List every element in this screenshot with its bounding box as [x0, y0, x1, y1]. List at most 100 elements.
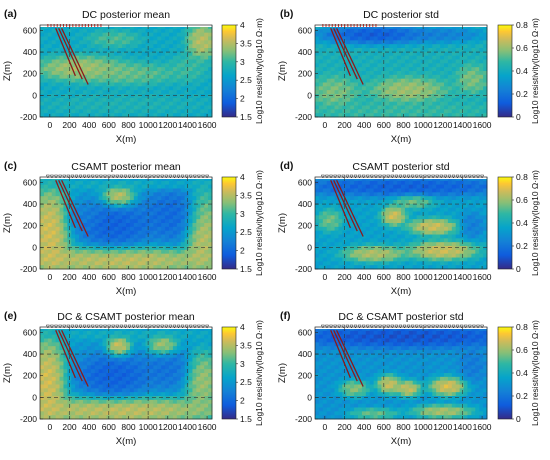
heatmap-cell	[330, 257, 335, 262]
x-tick-label: 800	[121, 120, 135, 130]
heatmap-cell	[404, 203, 410, 209]
heatmap-cell	[397, 36, 402, 41]
heatmap-cell	[133, 113, 139, 118]
heatmap-cell	[401, 200, 406, 205]
heatmap-cell	[393, 207, 398, 212]
heatmap-cell	[397, 86, 402, 91]
heatmap-cell	[106, 338, 111, 343]
heatmap-cell	[389, 184, 394, 189]
heatmap-cell	[83, 192, 88, 197]
heatmap-cell	[483, 97, 488, 103]
heatmap-cell	[459, 242, 464, 247]
heatmap-cell	[63, 388, 68, 393]
heatmap-cell	[404, 249, 410, 255]
heatmap-cell	[192, 32, 197, 37]
heatmap-cell	[365, 78, 371, 83]
heatmap-cell	[141, 215, 146, 220]
heatmap-cell	[401, 196, 406, 201]
heatmap-cell	[471, 109, 476, 114]
heatmap-cell	[412, 234, 418, 239]
heatmap-cell	[172, 184, 178, 189]
heatmap-cell	[369, 97, 375, 103]
heatmap-cell	[385, 211, 390, 216]
heatmap-cell	[188, 44, 193, 49]
heatmap-cell	[55, 44, 60, 49]
heatmap-cell	[361, 97, 367, 103]
heatmap-cell	[129, 82, 135, 87]
heatmap-cell	[479, 109, 484, 114]
heatmap-cell	[397, 188, 402, 193]
heatmap-cell	[94, 207, 100, 212]
heatmap-cell	[169, 246, 174, 251]
heatmap-cell	[176, 59, 182, 64]
heatmap-cell	[172, 109, 178, 114]
heatmap-cell	[436, 180, 441, 186]
heatmap-cell	[176, 78, 182, 83]
heatmap-cell	[483, 226, 488, 232]
heatmap-cell	[455, 246, 461, 251]
station-marker	[467, 174, 472, 179]
heatmap-cell	[63, 94, 68, 99]
heatmap-cell	[141, 28, 146, 34]
heatmap-cell	[428, 234, 433, 239]
heatmap-cell	[79, 415, 84, 420]
heatmap-cell	[47, 67, 53, 72]
heatmap-cell	[204, 25, 209, 30]
heatmap-grid	[315, 177, 488, 270]
y-tick-label: 600	[298, 177, 312, 187]
heatmap-cell	[83, 177, 88, 182]
heatmap-cell	[350, 105, 355, 110]
colorbar: 43.532.521.5 Log10 resistivity(log10 Ω·m)	[221, 18, 264, 124]
heatmap-cell	[428, 51, 433, 57]
heatmap-cell	[153, 180, 158, 186]
heatmap-cell	[350, 265, 355, 270]
heatmap-cell	[365, 59, 371, 64]
heatmap-cell	[172, 32, 178, 37]
heatmap-cell	[393, 113, 398, 118]
heatmap-cell	[322, 223, 328, 228]
heatmap-cell	[51, 40, 57, 45]
heatmap-cell	[459, 215, 464, 220]
heatmap-cell	[110, 184, 115, 189]
heatmap-cell	[63, 246, 68, 251]
heatmap-cell	[43, 180, 49, 186]
heatmap-cell	[161, 234, 166, 239]
heatmap-cell	[47, 188, 53, 193]
heatmap-cell	[393, 82, 398, 87]
colorbar-gradient	[497, 24, 513, 118]
heatmap-cell	[161, 25, 166, 30]
heatmap-cell	[75, 334, 80, 339]
heatmap-cell	[369, 265, 375, 270]
heatmap-cell	[180, 249, 186, 255]
heatmap-cell	[118, 63, 123, 68]
heatmap-cell	[98, 365, 103, 370]
heatmap-cell	[129, 200, 135, 205]
heatmap-cell	[59, 353, 64, 359]
heatmap-cell	[86, 82, 92, 87]
heatmap-cell	[180, 184, 186, 189]
heatmap-cell	[338, 230, 343, 235]
heatmap-cell	[176, 203, 182, 209]
heatmap-cell	[338, 242, 343, 247]
heatmap-cell	[47, 40, 53, 45]
heatmap-cell	[126, 101, 131, 106]
heatmap-cell	[114, 51, 119, 57]
heatmap-cell	[447, 215, 453, 220]
heatmap-cell	[180, 51, 186, 57]
heatmap-cell	[334, 211, 339, 216]
heatmap-cell	[385, 207, 390, 212]
heatmap-cell	[479, 67, 484, 72]
heatmap-cell	[86, 55, 92, 60]
heatmap-cell	[483, 40, 488, 45]
heatmap-cell	[420, 32, 425, 37]
heatmap-cell	[330, 25, 335, 30]
heatmap-cell	[43, 246, 49, 251]
heatmap-cell	[94, 44, 100, 49]
heatmap-cell	[169, 265, 174, 270]
heatmap-cell	[358, 113, 363, 118]
heatmap-cell	[467, 261, 472, 266]
heatmap-cell	[137, 74, 143, 80]
heatmap-cell	[381, 105, 386, 110]
heatmap-cell	[55, 380, 60, 385]
heatmap-cell	[322, 180, 328, 186]
